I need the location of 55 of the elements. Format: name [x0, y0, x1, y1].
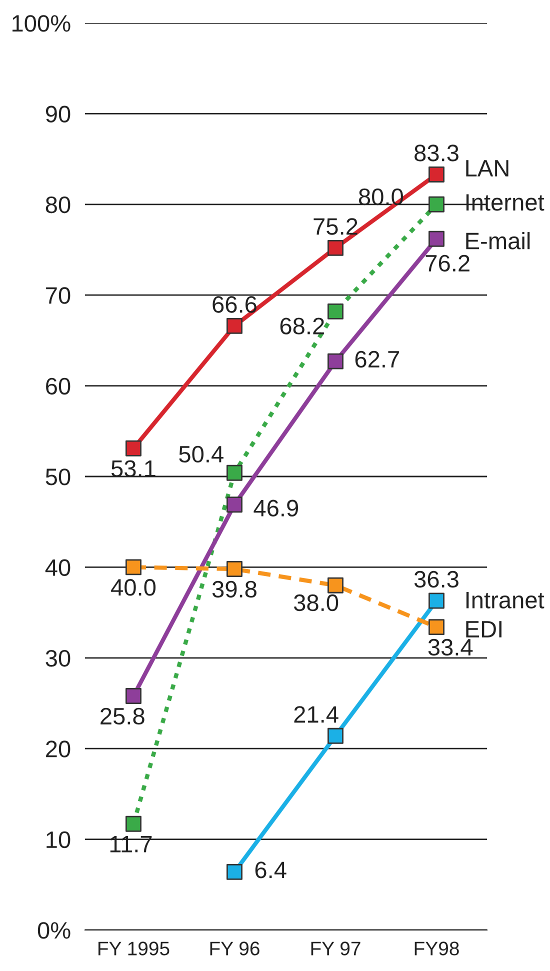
data-label: 66.6	[212, 296, 256, 313]
point	[428, 230, 444, 247]
x-tick-label: FY98	[414, 942, 459, 956]
x-tick-label: FY 96	[210, 942, 260, 956]
data-label: 38.0	[294, 594, 338, 612]
data-label: 6.4	[255, 862, 286, 878]
data-label: 83.3	[414, 144, 458, 162]
y-tick-label: 30	[46, 650, 70, 667]
point	[328, 728, 344, 744]
point	[328, 303, 344, 320]
data-label: 33.4	[428, 638, 473, 656]
point	[428, 619, 444, 636]
y-tick-label: 20	[46, 740, 70, 758]
series-label: EDI	[466, 621, 502, 638]
data-label: 36.3	[414, 570, 458, 588]
y-tick-label: 90	[46, 106, 70, 122]
point	[428, 166, 444, 182]
data-label: 50.4	[179, 446, 224, 463]
point	[328, 353, 344, 370]
y-tick-label: 60	[46, 378, 70, 395]
y-tick-label: 10	[46, 831, 70, 848]
y-tick-label: 100%	[12, 15, 70, 32]
point	[328, 577, 344, 594]
point	[226, 496, 242, 513]
point	[226, 864, 242, 880]
data-label: 62.7	[355, 350, 399, 368]
series-label: LAN	[466, 160, 508, 176]
data-label: 25.8	[100, 708, 144, 725]
y-tick-label: 50	[46, 468, 70, 486]
data-label: 21.4	[294, 706, 338, 723]
data-label: 75.2	[314, 218, 358, 235]
point	[126, 559, 142, 576]
point	[226, 318, 242, 334]
data-label: 76.2	[426, 254, 470, 272]
point	[226, 464, 242, 481]
y-tick-label: 40	[45, 559, 70, 576]
data-label: 46.9	[254, 500, 298, 517]
data-label: 40.0	[111, 579, 156, 596]
point	[428, 592, 444, 609]
point	[226, 561, 242, 577]
series-label: Intranet	[466, 592, 544, 608]
x-tick-label: FY 97	[311, 942, 360, 956]
series-label: E-mail	[466, 232, 530, 250]
x-tick-label: FY 1995	[98, 942, 170, 956]
point	[428, 196, 444, 212]
data-label: 68.2	[280, 318, 324, 334]
series-label: Internet	[466, 194, 544, 211]
point	[328, 240, 344, 256]
point	[126, 688, 142, 704]
point	[126, 440, 142, 456]
y-tick-label: 70	[46, 287, 70, 304]
point	[126, 816, 142, 832]
y-tick-label: 80	[46, 196, 70, 214]
y-tick-label: 0%	[38, 922, 70, 939]
data-label: 39.8	[212, 580, 256, 598]
